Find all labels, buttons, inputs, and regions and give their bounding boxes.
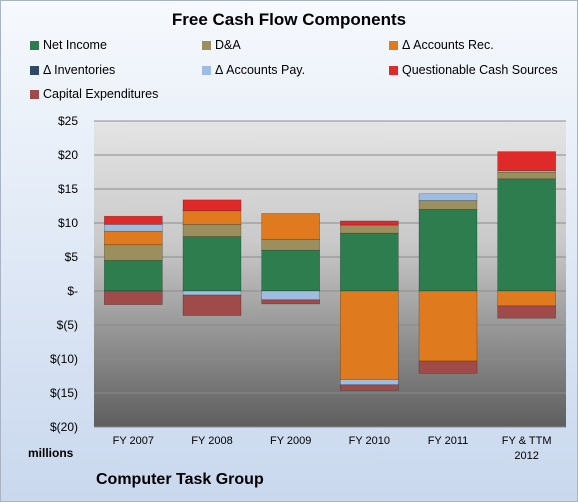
- bar-segment: [340, 224, 399, 234]
- x-tick-line: FY & TTM: [502, 435, 552, 447]
- x-tick-label: FY 2009: [270, 435, 311, 447]
- y-tick-label: $(15): [50, 386, 78, 400]
- legend-swatch: [202, 65, 211, 75]
- bar-segment: [497, 290, 556, 307]
- chart-title: Free Cash Flow Components: [171, 10, 407, 29]
- x-tick-line: 2012: [514, 450, 538, 462]
- legend-item: Δ Accounts Rec.: [389, 38, 494, 52]
- legend-item: D&A: [202, 38, 241, 52]
- bar-segment: [340, 379, 399, 386]
- bar-segment: [340, 220, 399, 226]
- bar-segment: [497, 151, 556, 171]
- bar-segment: [418, 360, 478, 374]
- x-tick-label: FY 2007: [113, 435, 154, 447]
- bar-segment: [104, 260, 163, 292]
- x-tick-line: FY 2011: [428, 435, 469, 447]
- plot-area: [94, 121, 566, 427]
- legend-swatch: [389, 40, 398, 50]
- bar-segment: [418, 200, 478, 210]
- legend-swatch: [389, 65, 398, 75]
- bar-segment: [104, 290, 163, 305]
- bar-segment: [182, 236, 242, 292]
- bar-segment: [418, 193, 478, 201]
- x-tick-label: FY & TTM 2012: [502, 435, 552, 462]
- y-tick-label: $(5): [57, 318, 78, 332]
- bar-segment: [340, 232, 399, 292]
- bar-segment: [418, 209, 478, 292]
- legend-label: Δ Inventories: [43, 63, 116, 77]
- legend-label: Δ Accounts Rec.: [402, 38, 494, 52]
- bar-segment: [182, 224, 242, 237]
- x-tick-label: FY 2008: [191, 435, 232, 447]
- bar-segment: [340, 290, 399, 380]
- bar-segment: [497, 305, 556, 319]
- legend-label: D&A: [215, 38, 241, 52]
- bar-segment: [497, 171, 556, 180]
- bar-segment: [182, 210, 242, 225]
- x-tick-line: FY 2007: [113, 435, 154, 447]
- bar-segment: [182, 294, 242, 316]
- bar-segment: [261, 213, 320, 240]
- bar-segment: [182, 199, 242, 212]
- bar-segment: [104, 215, 163, 225]
- y-tick-label: $(10): [50, 352, 78, 366]
- legend-item: Δ Accounts Pay.: [202, 63, 305, 77]
- y-tick-label: $5: [65, 250, 79, 264]
- y-tick-label: $10: [58, 216, 78, 230]
- y-tick-label: $20: [58, 148, 78, 162]
- legend-swatch: [30, 89, 39, 99]
- bar-segment: [104, 230, 163, 246]
- x-tick-line: FY 2008: [191, 435, 232, 447]
- bar-segment: [261, 249, 320, 292]
- x-tick-line: FY 2010: [349, 435, 390, 447]
- legend-swatch: [30, 65, 39, 75]
- bar-segment: [104, 244, 163, 261]
- bar-segment: [418, 290, 478, 362]
- y-tick-label: $(20): [50, 420, 78, 434]
- x-tick-label: FY 2010: [349, 435, 390, 447]
- bar-segment: [261, 290, 320, 301]
- legend-label: Capital Expenditures: [43, 87, 159, 101]
- bar-segment: [261, 299, 320, 305]
- legend-swatch: [202, 40, 211, 50]
- company-name: Computer Task Group: [96, 471, 264, 488]
- bar-segment: [497, 178, 556, 292]
- y-tick-label: $25: [58, 114, 78, 128]
- legend-label: Δ Accounts Pay.: [215, 63, 306, 77]
- legend-item: Questionable Cash Sources: [389, 63, 558, 77]
- y-tick-label: $15: [58, 182, 78, 196]
- legend-item: Δ Inventories: [30, 63, 115, 77]
- legend-item: Capital Expenditures: [30, 87, 158, 101]
- bar-segment: [182, 290, 242, 296]
- y-tick-label: $-: [67, 284, 78, 298]
- bar-segment: [340, 384, 399, 391]
- x-tick-line: FY 2009: [270, 435, 311, 447]
- bar-segment: [104, 224, 163, 232]
- x-tick-label: FY 2011: [428, 435, 469, 447]
- bar-segment: [261, 239, 320, 251]
- legend-swatch: [30, 40, 39, 50]
- legend-label: Net Income: [43, 38, 107, 52]
- legend-item: Net Income: [30, 38, 107, 52]
- unit-label: millions: [28, 446, 74, 460]
- legend-label: Questionable Cash Sources: [402, 63, 558, 77]
